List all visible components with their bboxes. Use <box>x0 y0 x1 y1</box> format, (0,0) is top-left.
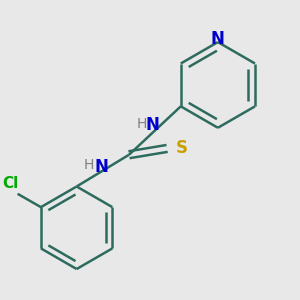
Text: N: N <box>146 116 160 134</box>
Text: H: H <box>136 116 147 130</box>
Text: H: H <box>83 158 94 172</box>
Text: N: N <box>211 30 225 48</box>
Text: S: S <box>176 140 188 158</box>
Text: N: N <box>94 158 108 176</box>
Text: Cl: Cl <box>3 176 19 191</box>
